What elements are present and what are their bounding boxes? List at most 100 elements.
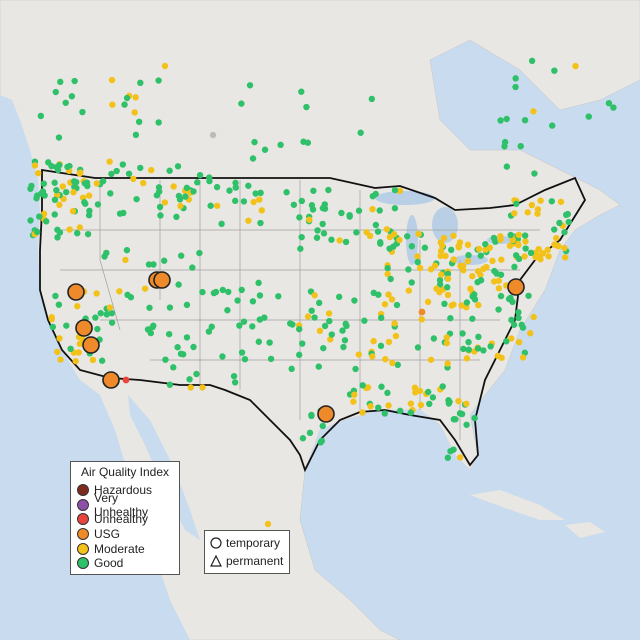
legend-item-temporary: temporary [210,534,284,552]
good-marker [94,201,102,208]
legend-label: USG [94,527,121,542]
moderate-marker [385,402,392,409]
temporary-usg-marker [317,405,335,423]
moderate-marker [351,391,358,398]
good-marker [503,163,511,170]
moderate-marker [389,359,396,367]
good-marker [286,320,294,327]
good-marker [108,319,116,326]
legend-item-good: Good [77,556,173,571]
good-marker [157,212,164,219]
moderate-marker [383,226,391,233]
good-marker [266,339,273,346]
good-marker [463,299,471,306]
good-marker [226,187,233,194]
moderate-marker [561,254,569,261]
good-marker [283,189,290,196]
good-marker [116,210,124,217]
good-marker [387,275,394,283]
good-marker [376,207,383,214]
good-marker [160,257,168,264]
good-marker [325,186,332,194]
moderate-marker [369,353,376,360]
legend-item-permanent: permanent [210,552,284,570]
good-marker [193,370,200,378]
moderate-marker [537,197,544,204]
moderate-marker [455,397,462,405]
moderate-marker [89,356,97,364]
good-marker [54,166,62,174]
legend-item-very-unhealthy: Very Unhealthy [77,491,173,519]
good-marker [92,314,99,321]
good-marker [113,167,120,175]
good-marker [393,301,401,309]
good-marker [55,301,63,308]
good-marker [556,219,563,227]
good-marker [255,279,262,287]
moderate-marker [132,94,139,101]
good-marker [359,382,366,389]
good-marker [490,234,498,242]
good-marker [83,179,91,186]
moderate-marker [405,287,413,294]
good-marker [123,94,131,102]
good-marker [236,322,243,329]
good-marker [175,281,182,288]
good-marker [396,407,404,415]
moderate-marker [306,216,313,223]
good-marker [444,454,452,461]
moderate-marker [256,196,263,203]
good-marker [522,245,529,252]
good-marker [296,214,303,221]
moderate-marker [106,158,113,165]
moderate-marker [464,241,472,249]
good-marker [510,321,518,328]
moderate-marker [56,201,63,209]
good-marker [507,294,514,302]
good-marker [27,185,34,192]
moderate-marker [407,400,415,407]
good-marker [52,88,59,96]
good-marker [446,398,453,406]
moderate-marker [411,384,419,391]
moderate-marker [187,384,194,391]
moderate-marker [498,256,505,263]
good-marker [132,131,140,139]
good-marker [56,229,64,236]
triangle-icon [210,555,222,567]
good-marker [166,304,174,311]
good-marker [460,345,467,353]
good-marker [267,355,275,363]
good-marker [52,292,59,300]
moderate-marker [74,303,81,310]
moderate-marker [258,207,265,214]
good-marker [471,291,478,298]
good-marker [320,230,328,237]
moderate-marker [336,237,343,244]
good-marker [256,292,264,299]
good-marker [74,229,81,237]
good-marker [231,379,239,386]
good-marker [150,261,157,268]
good-marker [238,349,246,356]
moderate-marker [456,454,464,461]
moderate-marker [131,109,138,116]
moderate-marker [486,244,493,251]
good-marker [355,207,363,214]
good-marker [238,286,245,294]
moderate-marker [72,357,79,365]
good-marker [177,350,185,358]
moderate-marker [391,320,398,327]
legend-label-temporary: temporary [226,536,281,550]
good-marker [205,328,213,335]
good-marker [448,246,455,254]
moderate-marker [385,291,392,298]
good-marker [447,447,454,455]
good-marker [107,190,114,197]
good-marker [391,186,399,194]
pacific-coast [0,0,190,640]
moderate-marker [396,187,404,195]
moderate-marker [130,175,137,183]
good-marker [249,298,257,305]
good-marker [565,218,572,226]
